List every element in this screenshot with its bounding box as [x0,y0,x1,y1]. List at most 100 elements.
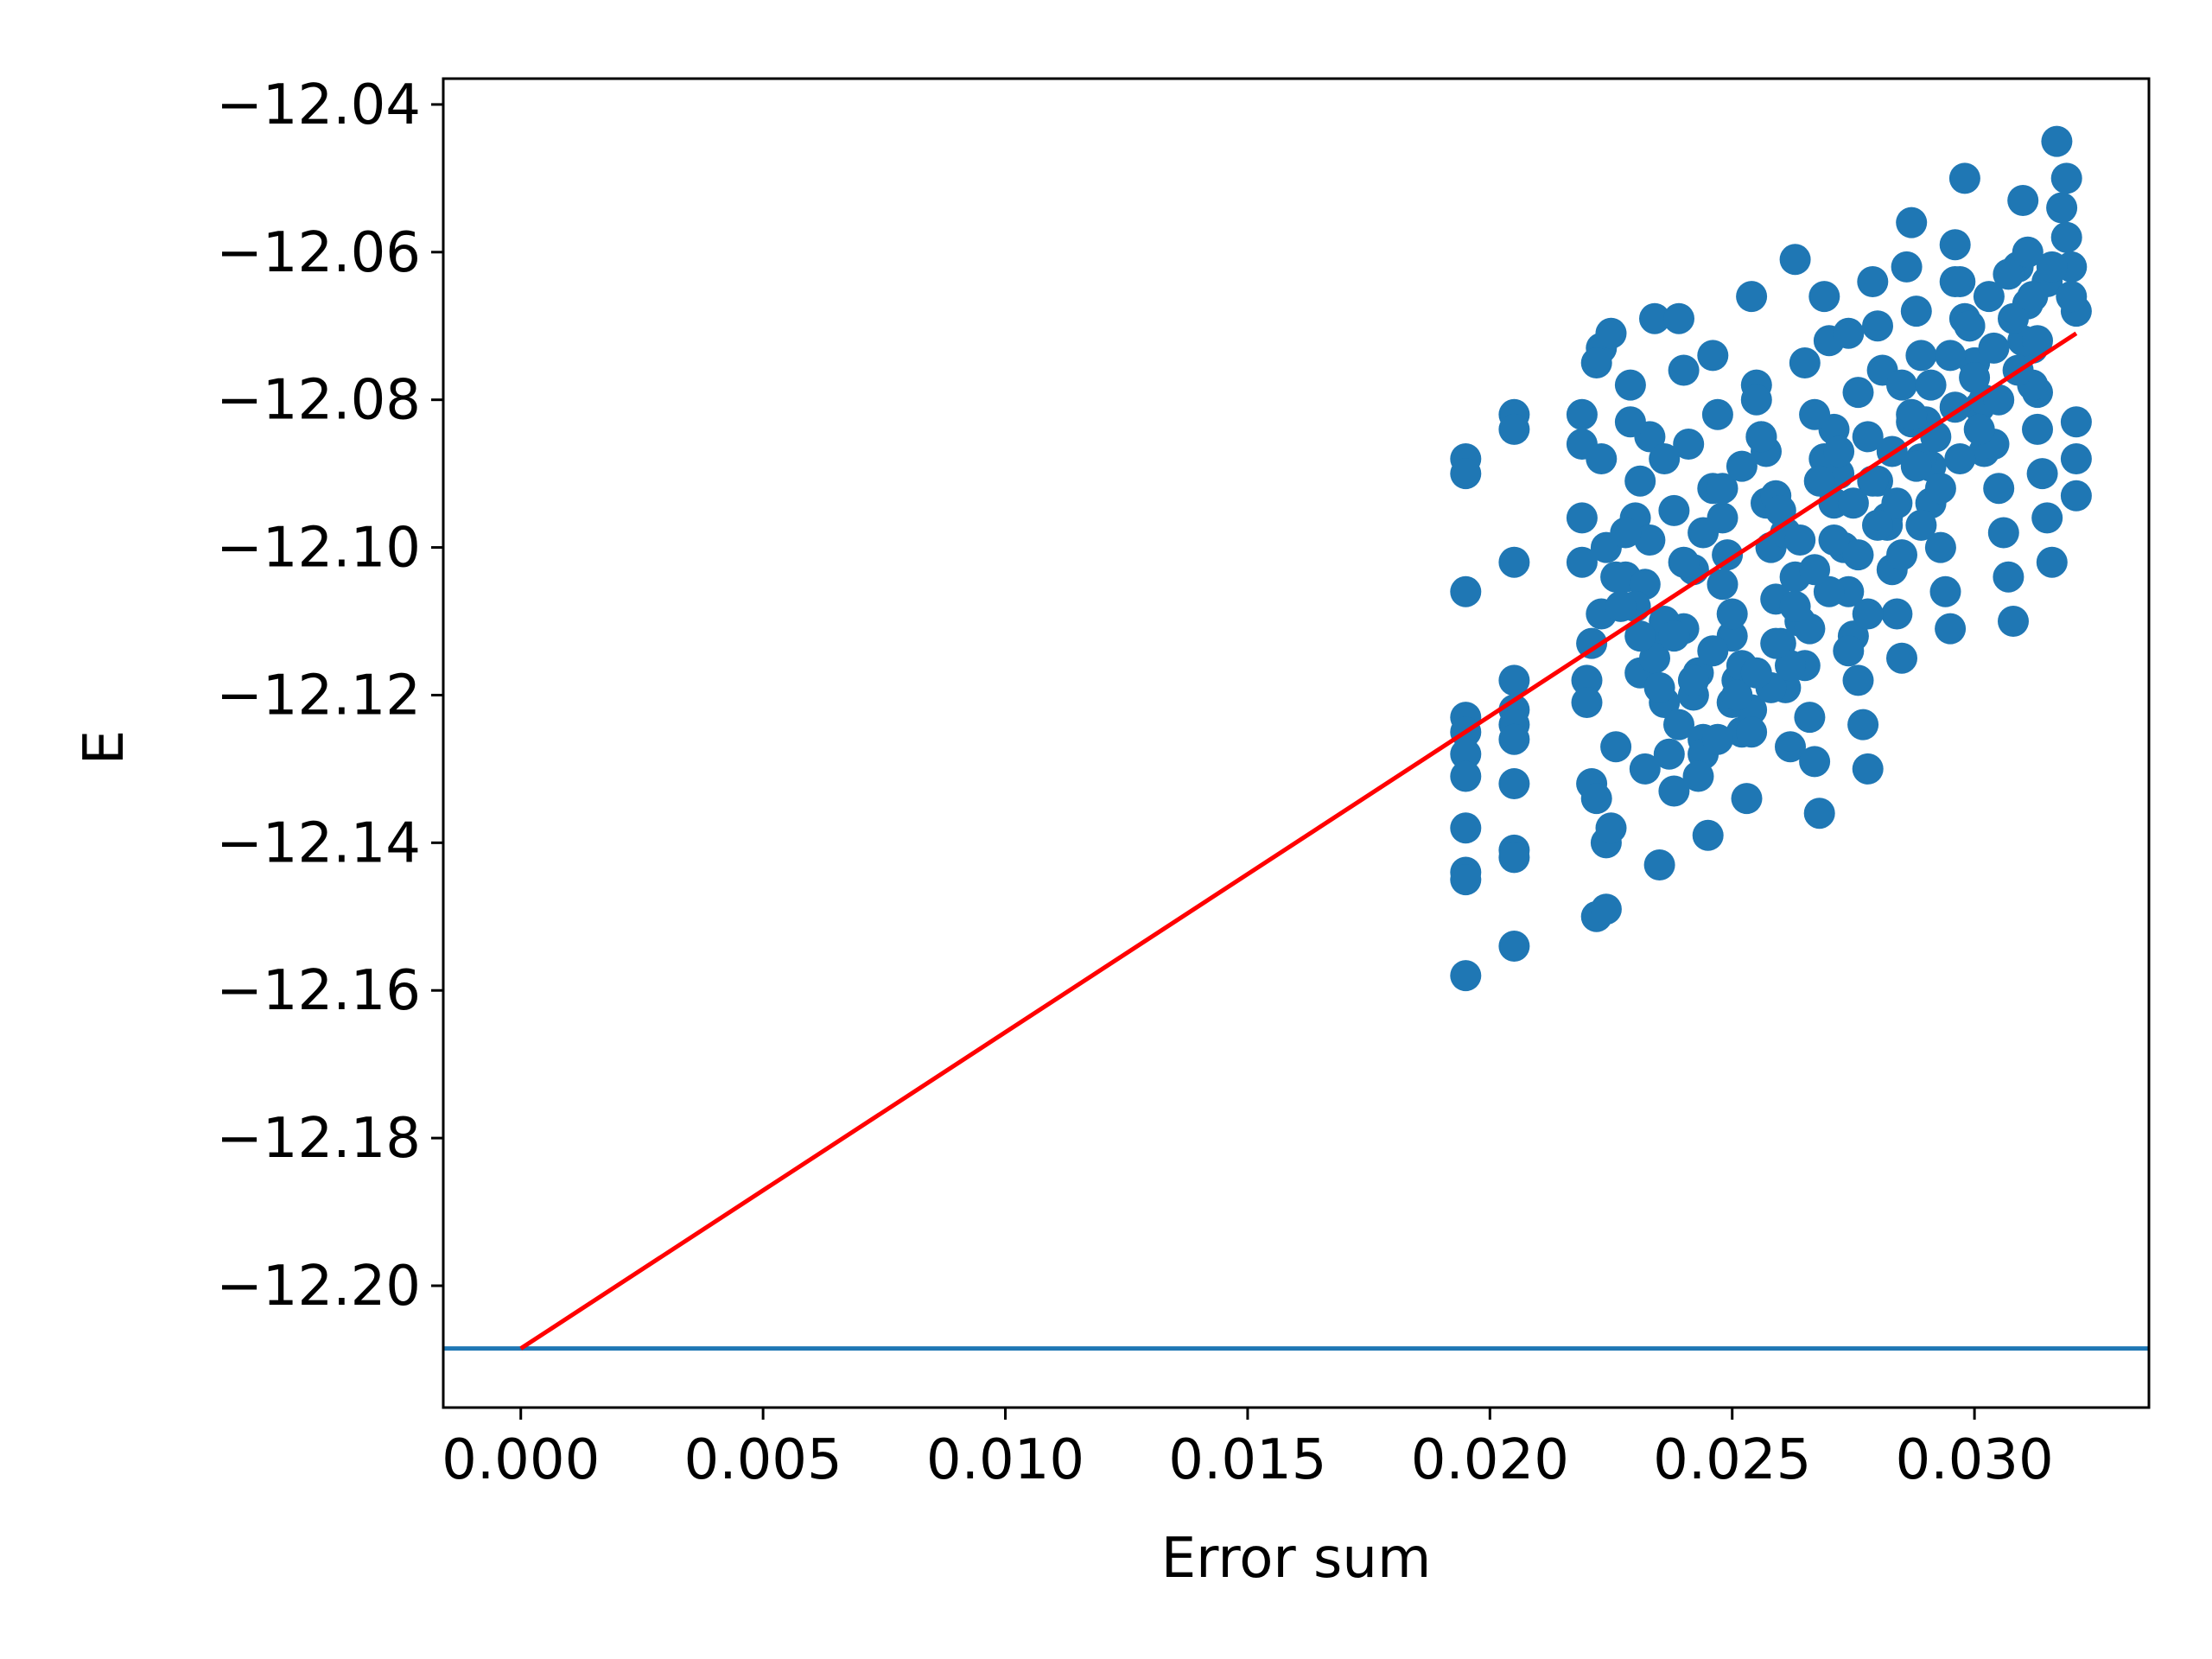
scatter-point [1799,746,1831,778]
scatter-point [1668,354,1700,386]
scatter-point [1498,842,1530,874]
scatter-point [1624,465,1656,497]
y-tick-label: −12.04 [216,73,421,137]
scatter-point [1983,384,2015,416]
scatter-point [1726,450,1758,482]
scatter-point [1595,317,1627,349]
scatter-point [1939,266,1971,297]
scatter-point [1614,369,1646,401]
scatter-point [1779,590,1811,622]
scatter-point [1833,317,1865,349]
scatter-point [1963,413,1995,445]
scatter-point [1576,627,1608,659]
scatter-point [1614,406,1646,438]
scatter-point [1900,296,1932,327]
scatter-point [2022,325,2053,357]
scatter-point [1959,362,1991,393]
scatter-point [1586,443,1618,474]
scatter-point [1794,613,1826,645]
plot-frame [442,77,2151,1409]
plot-area [443,125,2149,1351]
scatter-point [1808,281,1840,313]
scatter-point [1794,702,1826,734]
scatter-point [1498,413,1530,445]
scatter-point [1799,398,1831,430]
y-tick-label: −12.12 [216,664,421,728]
scatter-point [2041,125,2073,157]
scatter-point [1924,531,1956,563]
scatter-point [1842,539,1874,571]
scatter-point [1498,546,1530,578]
y-tick-label: −12.06 [216,221,421,285]
scatter-point [1993,561,2024,593]
scatter-point [1605,590,1637,622]
scatter-point [1450,812,1482,844]
scatter-point [2056,281,2088,313]
scatter-point [1701,723,1733,755]
scatter-point [2017,281,2049,313]
scatter-point [1818,524,1850,556]
scatter-point [1803,465,1835,497]
scatter-point [1634,524,1666,556]
scatter-point [1643,849,1675,880]
scatter-point [1799,554,1831,586]
scatter-point [1905,340,1937,372]
scatter-point [1803,798,1835,830]
scatter-point [1677,664,1709,696]
scatter-point [1998,302,2029,334]
scatter-point [1697,340,1729,372]
scatter-point [1580,783,1612,815]
scatter-point [1571,664,1603,696]
scatter-point [1745,421,1777,453]
scatter-point [1760,627,1792,659]
y-tick-label: −12.20 [216,1255,421,1319]
y-tick-label: −12.16 [216,959,421,1023]
scatter-point [1954,310,1986,342]
scatter-point [1712,539,1744,571]
y-tick-label: −12.18 [216,1107,421,1171]
scatter-point [2012,236,2044,268]
scatter-point [2050,162,2082,194]
x-tick-label: 0.000 [442,1428,600,1492]
scatter-point [1764,494,1796,526]
scatter-point [1881,487,1913,519]
scatter-point [1498,768,1530,799]
scatter-point [1498,931,1530,962]
scatter-point [1939,229,1971,261]
x-tick-label: 0.015 [1168,1428,1326,1492]
scatter-point [1610,517,1642,549]
scatter-point [1663,302,1694,334]
scatter-point [1736,281,1768,313]
scatter-point [2060,406,2092,438]
scatter-point [1590,893,1622,925]
scatter-point [1837,487,1869,519]
scatter-point [1566,546,1598,578]
scatter-point [1639,302,1670,334]
scatter-point [1580,347,1612,378]
scatter-point [1862,509,1893,541]
scatter-point [1450,760,1482,792]
x-axis-label: Error sum [1161,1527,1432,1591]
scatter-point [1716,598,1748,630]
scatter-point [1688,517,1719,549]
scatter-point [1886,539,1917,571]
scatter-point [1842,664,1874,696]
scatter-point [1833,635,1865,667]
scatter-point [1721,679,1753,711]
scatter-point [1896,207,1928,238]
scatter-point [1639,642,1670,674]
scatter-point [1450,575,1482,607]
x-tick-label: 0.025 [1653,1428,1811,1492]
y-axis-label: E [73,730,137,765]
scatter-point [1823,435,1855,467]
scatter-point [2036,546,2068,578]
scatter-point [1935,613,1967,645]
scatter-point [1663,709,1694,741]
scatter-point [2060,443,2092,474]
scatter-point [1852,421,1884,453]
scatter-point [1682,760,1714,792]
scatter-point [1658,494,1690,526]
y-tick-label: −12.14 [216,811,421,875]
